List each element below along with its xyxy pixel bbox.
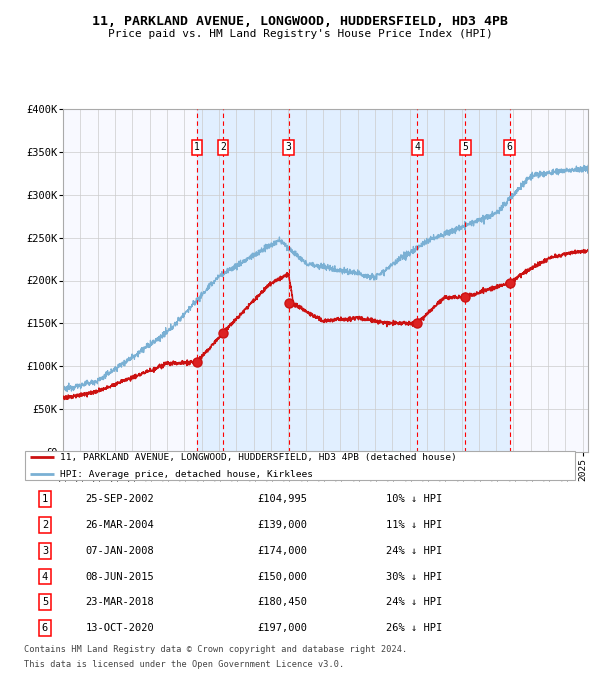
Text: £180,450: £180,450 bbox=[257, 598, 307, 607]
Text: 25-SEP-2002: 25-SEP-2002 bbox=[86, 494, 154, 504]
Text: Price paid vs. HM Land Registry's House Price Index (HPI): Price paid vs. HM Land Registry's House … bbox=[107, 29, 493, 39]
Text: 3: 3 bbox=[42, 546, 48, 556]
Text: 11% ↓ HPI: 11% ↓ HPI bbox=[386, 520, 442, 530]
Text: 4: 4 bbox=[42, 572, 48, 581]
Text: 5: 5 bbox=[42, 598, 48, 607]
Text: HPI: Average price, detached house, Kirklees: HPI: Average price, detached house, Kirk… bbox=[60, 470, 313, 479]
Text: 26-MAR-2004: 26-MAR-2004 bbox=[86, 520, 154, 530]
Text: £150,000: £150,000 bbox=[257, 572, 307, 581]
Text: 6: 6 bbox=[42, 624, 48, 633]
Text: 4: 4 bbox=[414, 142, 420, 152]
Text: 6: 6 bbox=[507, 142, 512, 152]
Text: £139,000: £139,000 bbox=[257, 520, 307, 530]
Text: 10% ↓ HPI: 10% ↓ HPI bbox=[386, 494, 442, 504]
Text: 2: 2 bbox=[42, 520, 48, 530]
Text: 5: 5 bbox=[463, 142, 468, 152]
Text: £174,000: £174,000 bbox=[257, 546, 307, 556]
Text: Contains HM Land Registry data © Crown copyright and database right 2024.: Contains HM Land Registry data © Crown c… bbox=[24, 645, 407, 654]
Text: 11, PARKLAND AVENUE, LONGWOOD, HUDDERSFIELD, HD3 4PB: 11, PARKLAND AVENUE, LONGWOOD, HUDDERSFI… bbox=[92, 15, 508, 28]
Bar bbox=[197, 109, 509, 452]
Text: 24% ↓ HPI: 24% ↓ HPI bbox=[386, 546, 442, 556]
Text: 23-MAR-2018: 23-MAR-2018 bbox=[86, 598, 154, 607]
FancyBboxPatch shape bbox=[25, 451, 575, 480]
Text: 2: 2 bbox=[220, 142, 226, 152]
Text: This data is licensed under the Open Government Licence v3.0.: This data is licensed under the Open Gov… bbox=[24, 660, 344, 669]
Text: 13-OCT-2020: 13-OCT-2020 bbox=[86, 624, 154, 633]
Text: 24% ↓ HPI: 24% ↓ HPI bbox=[386, 598, 442, 607]
Text: 11, PARKLAND AVENUE, LONGWOOD, HUDDERSFIELD, HD3 4PB (detached house): 11, PARKLAND AVENUE, LONGWOOD, HUDDERSFI… bbox=[60, 453, 457, 462]
Text: £197,000: £197,000 bbox=[257, 624, 307, 633]
Text: 08-JUN-2015: 08-JUN-2015 bbox=[86, 572, 154, 581]
Text: 1: 1 bbox=[194, 142, 200, 152]
Text: 30% ↓ HPI: 30% ↓ HPI bbox=[386, 572, 442, 581]
Text: 3: 3 bbox=[286, 142, 292, 152]
Text: 07-JAN-2008: 07-JAN-2008 bbox=[86, 546, 154, 556]
Text: £104,995: £104,995 bbox=[257, 494, 307, 504]
Text: 1: 1 bbox=[42, 494, 48, 504]
Text: 26% ↓ HPI: 26% ↓ HPI bbox=[386, 624, 442, 633]
